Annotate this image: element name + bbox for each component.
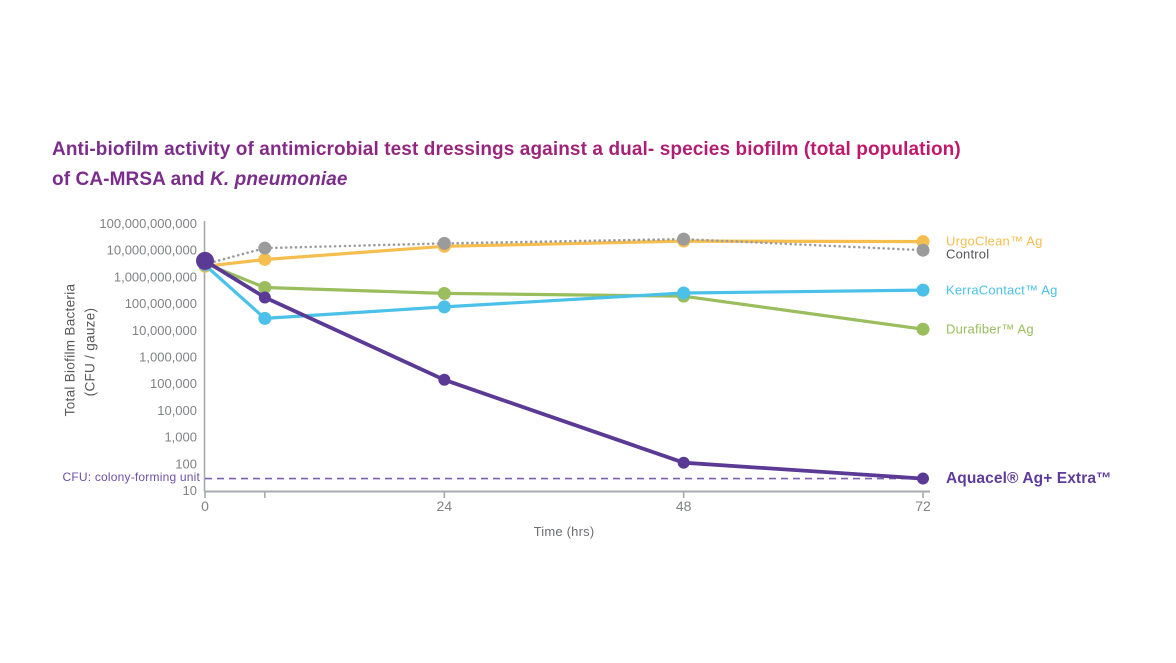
y-tick-label-9: 100 — [175, 456, 197, 471]
x-tick-label-0: 0 — [201, 498, 209, 514]
chart-title: Anti-biofilm activity of antimicrobial t… — [52, 135, 961, 195]
series-point-durafiber-ag-72h — [916, 322, 930, 336]
series-point-durafiber-ag-6h — [258, 281, 272, 295]
chart-title-line1: Anti-biofilm activity of antimicrobial t… — [52, 135, 961, 165]
series-point-kerracontact-ag-24h — [437, 300, 451, 314]
x-tick-label-72: 72 — [915, 498, 931, 514]
series-point-control-72h — [916, 243, 930, 257]
y-tick-label-1: 10,000,000,000 — [107, 243, 197, 258]
legend-durafiber-ag: Durafiber™ Ag — [946, 321, 1034, 337]
series-point-kerracontact-ag-72h — [916, 283, 930, 297]
legend-kerracontact-ag: KerraContact™ Ag — [946, 282, 1058, 298]
series-point-aquacel-ag+-extra-72h — [917, 472, 929, 485]
series-point-durafiber-ag-24h — [437, 286, 451, 300]
y-tick-label-5: 1,000,000 — [139, 350, 197, 365]
series-point-urgoclean-ag-6h — [258, 252, 272, 266]
x-tick-label-24: 24 — [437, 498, 453, 514]
chart-title-line2-prefix: of CA-MRSA and — [52, 169, 211, 190]
chart-title-line2: of CA-MRSA and K. pneumoniae — [52, 165, 961, 195]
y-tick-label-0: 100,000,000,000 — [99, 216, 197, 231]
series-point-control-48h — [677, 232, 691, 246]
series-point-aquacel-ag+-extra-6h — [258, 291, 271, 304]
chart-title-line2-species: K. pneumoniae — [210, 169, 348, 190]
series-point-kerracontact-ag-48h — [677, 286, 691, 300]
legend-aquacel-ag+-extra: Aquacel® Ag+ Extra™ — [946, 469, 1112, 487]
y-tick-label-10: 10 — [183, 483, 197, 498]
y-tick-label-8: 1,000 — [164, 430, 197, 445]
y-tick-label-4: 10,000,000 — [132, 323, 197, 338]
y-tick-label-3: 100,000,000 — [125, 296, 197, 311]
y-tick-label-7: 10,000 — [157, 403, 197, 418]
series-point-aquacel-ag+-extra-48h — [677, 456, 690, 469]
series-point-control-24h — [437, 236, 451, 250]
series-point-aquacel-ag+-extra-24h — [438, 373, 451, 386]
y-tick-label-2: 1,000,000,000 — [114, 269, 197, 284]
series-point-control-6h — [258, 241, 272, 255]
x-tick-label-48: 48 — [676, 498, 692, 514]
series-point-kerracontact-ag-6h — [258, 311, 272, 325]
series-line-kerracontact-ag — [203, 263, 925, 320]
legend-urgoclean-ag: UrgoClean™ Ag — [946, 233, 1043, 249]
y-tick-label-6: 100,000 — [150, 376, 197, 391]
legend-control: Control — [946, 246, 990, 262]
detection-limit-note: CFU: colony-forming unit — [62, 470, 200, 484]
series-point-aquacel-ag+-extra-0h — [196, 251, 214, 270]
x-axis-title: Time (hrs) — [533, 524, 595, 539]
